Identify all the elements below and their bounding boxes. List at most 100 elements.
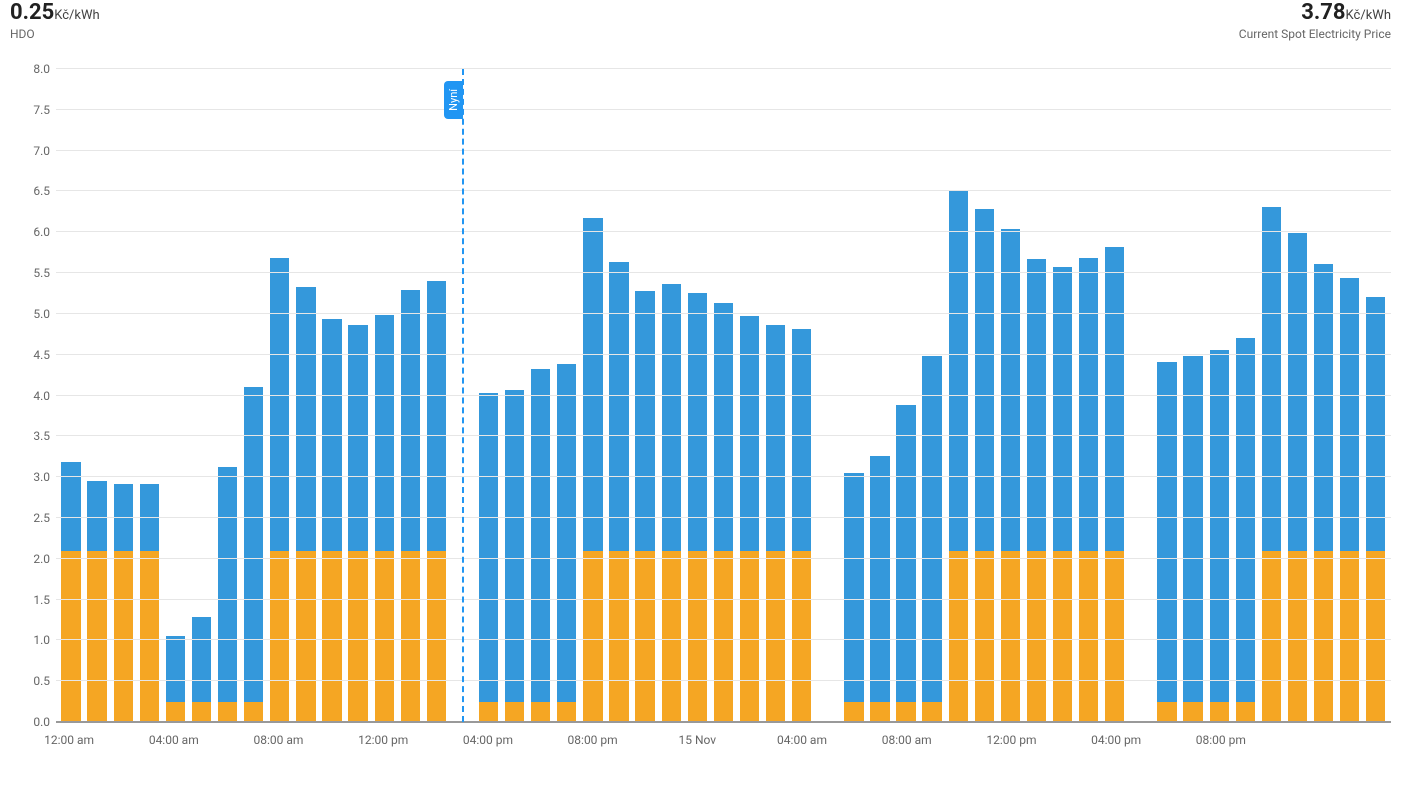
ytick-label: 7.0 (14, 144, 50, 158)
bar-segment-a (896, 702, 915, 722)
bar-segment-b (740, 316, 759, 551)
bar[interactable] (1340, 278, 1359, 722)
bar[interactable] (270, 258, 289, 722)
bar[interactable] (1210, 350, 1229, 722)
bar[interactable] (740, 316, 759, 722)
bar[interactable] (1157, 362, 1176, 722)
hdo-unit: Kč/kWh (54, 8, 99, 23)
bar-segment-a (583, 551, 602, 722)
bar[interactable] (1053, 267, 1072, 722)
bar-slot (371, 69, 397, 722)
bar[interactable] (1183, 356, 1202, 722)
bar-segment-b (609, 262, 628, 551)
bar-segment-a (166, 702, 185, 722)
bar[interactable] (401, 290, 420, 722)
bar-segment-b (427, 281, 446, 550)
bar[interactable] (531, 369, 550, 722)
bar-slot (919, 69, 945, 722)
bar-slot (789, 69, 815, 722)
bar-slot (1154, 69, 1180, 722)
bar-segment-b (1366, 297, 1385, 551)
bar[interactable] (949, 191, 968, 722)
bar-segment-a (766, 551, 785, 722)
bar-segment-a (975, 551, 994, 722)
ytick-label: 3.0 (14, 470, 50, 484)
ytick-label: 5.5 (14, 266, 50, 280)
bar[interactable] (662, 284, 681, 722)
xtick-label: 15 Nov (679, 733, 717, 747)
bar-segment-a (87, 551, 106, 722)
bar[interactable] (166, 636, 185, 722)
bar-segment-a (1053, 551, 1072, 722)
bar[interactable] (114, 484, 133, 722)
bar[interactable] (1027, 259, 1046, 722)
bar-slot (632, 69, 658, 722)
bar[interactable] (557, 364, 576, 722)
bar-slot (997, 69, 1023, 722)
bar[interactable] (583, 218, 602, 722)
bar[interactable] (609, 262, 628, 722)
bar-slot (162, 69, 188, 722)
bar[interactable] (870, 456, 889, 722)
bar[interactable] (792, 329, 811, 722)
bar[interactable] (140, 484, 159, 722)
spot-price-value: 3.78 (1301, 0, 1345, 25)
bar[interactable] (844, 473, 863, 722)
bar[interactable] (192, 617, 211, 722)
bar[interactable] (427, 281, 446, 722)
bar-segment-a (688, 551, 707, 722)
bar-segment-b (1210, 350, 1229, 702)
bar-segment-b (635, 291, 654, 551)
bar-segment-a (270, 551, 289, 722)
ytick-label: 2.0 (14, 552, 50, 566)
ytick-label: 6.5 (14, 184, 50, 198)
bar-segment-b (87, 481, 106, 550)
bar[interactable] (975, 209, 994, 722)
bar-slot (1102, 69, 1128, 722)
bar[interactable] (1236, 338, 1255, 722)
bar[interactable] (218, 467, 237, 722)
bar-segment-a (870, 702, 889, 722)
bar[interactable] (635, 291, 654, 722)
bar[interactable] (1366, 297, 1385, 722)
bar[interactable] (1288, 233, 1307, 722)
gridline (56, 231, 1391, 232)
bar-segment-a (1288, 551, 1307, 722)
bar[interactable] (1262, 207, 1281, 722)
bar[interactable] (714, 303, 733, 722)
gridline (56, 435, 1391, 436)
bar[interactable] (375, 315, 394, 722)
gridline (56, 639, 1391, 640)
bar-segment-b (505, 390, 524, 702)
bar[interactable] (1079, 258, 1098, 722)
bar[interactable] (766, 325, 785, 723)
bar-segment-a (192, 702, 211, 722)
bar-segment-b (270, 258, 289, 551)
bar-slot (397, 69, 423, 722)
xtick-label: 12:00 am (44, 733, 94, 747)
bar[interactable] (688, 293, 707, 722)
bar[interactable] (1105, 247, 1124, 722)
bar[interactable] (322, 319, 341, 722)
bar-segment-a (1079, 551, 1098, 722)
bar-segment-b (1288, 233, 1307, 551)
bar-segment-b (401, 290, 420, 550)
bar-segment-b (662, 284, 681, 551)
bar[interactable] (1314, 264, 1333, 722)
bar[interactable] (922, 356, 941, 722)
bar[interactable] (244, 387, 263, 722)
gridline (56, 150, 1391, 151)
bar[interactable] (348, 325, 367, 723)
ytick-label: 8.0 (14, 62, 50, 76)
chart: 0.00.51.01.52.02.53.03.54.04.55.05.56.06… (0, 49, 1401, 769)
bar-segment-a (844, 702, 863, 722)
bar[interactable] (896, 405, 915, 722)
bar-segment-b (870, 456, 889, 702)
bar[interactable] (505, 390, 524, 722)
xtick-label: 08:00 pm (1196, 733, 1246, 747)
bar-slot (528, 69, 554, 722)
bar[interactable] (61, 462, 80, 722)
bar-segment-b (714, 303, 733, 550)
bar[interactable] (296, 287, 315, 722)
bar-segment-b (557, 364, 576, 702)
